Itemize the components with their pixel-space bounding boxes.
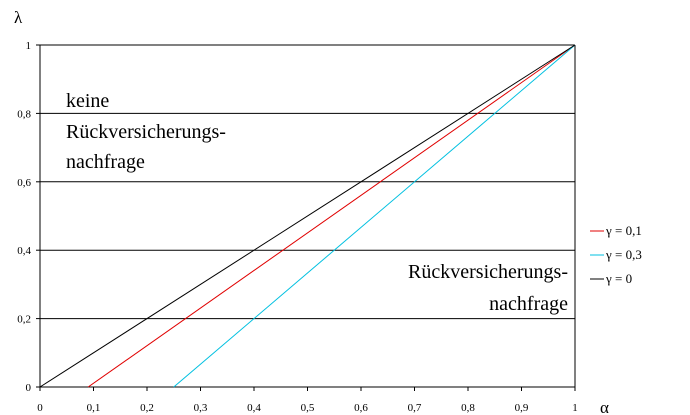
y-tick-label: 0 bbox=[26, 382, 32, 394]
y-tick-label: 1 bbox=[26, 40, 32, 52]
x-tick-label: 0,8 bbox=[461, 402, 475, 414]
series-line-2 bbox=[39, 44, 576, 388]
series-line-1 bbox=[173, 44, 576, 388]
x-tick-label: 0,9 bbox=[515, 402, 529, 414]
x-tick-label: 0,4 bbox=[247, 402, 261, 414]
series-lines bbox=[39, 44, 576, 388]
x-axis-label: α bbox=[600, 398, 609, 415]
annotation-upper-nachfrage: nachfrage bbox=[66, 151, 145, 173]
x-tick-label: 1 bbox=[572, 402, 578, 414]
grid-lines bbox=[40, 44, 575, 320]
y-tick-labels: 0 0,2 0,4 0,6 0,8 1 bbox=[17, 40, 40, 394]
legend: γ = 0,1 γ = 0,3 γ = 0 bbox=[590, 223, 642, 286]
annotation-lower-rv: Rückversicherungs- bbox=[408, 261, 568, 283]
x-tick-label: 0,3 bbox=[194, 402, 208, 414]
x-tick-label: 0,7 bbox=[408, 402, 422, 414]
legend-label-2: γ = 0 bbox=[605, 271, 632, 286]
y-tick-label: 0,4 bbox=[17, 245, 31, 257]
legend-label-1: γ = 0,3 bbox=[605, 247, 642, 262]
y-tick-label: 0,2 bbox=[17, 314, 31, 326]
annotation-keine: keine bbox=[66, 90, 109, 112]
y-tick-label: 0,6 bbox=[17, 177, 31, 189]
series-line-0 bbox=[87, 44, 576, 388]
x-tick-label: 0,6 bbox=[354, 402, 368, 414]
x-tick-label: 0,1 bbox=[87, 402, 101, 414]
x-tick-label: 0,2 bbox=[140, 402, 154, 414]
annotation-lower-nachfrage: nachfrage bbox=[489, 293, 568, 315]
x-tick-labels: 0 0,1 0,2 0,3 0,4 0,5 0,6 0,7 0,8 0,9 1 bbox=[37, 387, 578, 414]
x-tick-label: 0 bbox=[37, 402, 43, 414]
legend-label-0: γ = 0,1 bbox=[605, 223, 642, 238]
annotation-upper-rv: Rückversicherungs- bbox=[66, 121, 226, 143]
y-axis-label: λ bbox=[14, 8, 23, 27]
x-tick-label: 0,5 bbox=[301, 402, 315, 414]
y-tick-label: 0,8 bbox=[17, 108, 31, 120]
